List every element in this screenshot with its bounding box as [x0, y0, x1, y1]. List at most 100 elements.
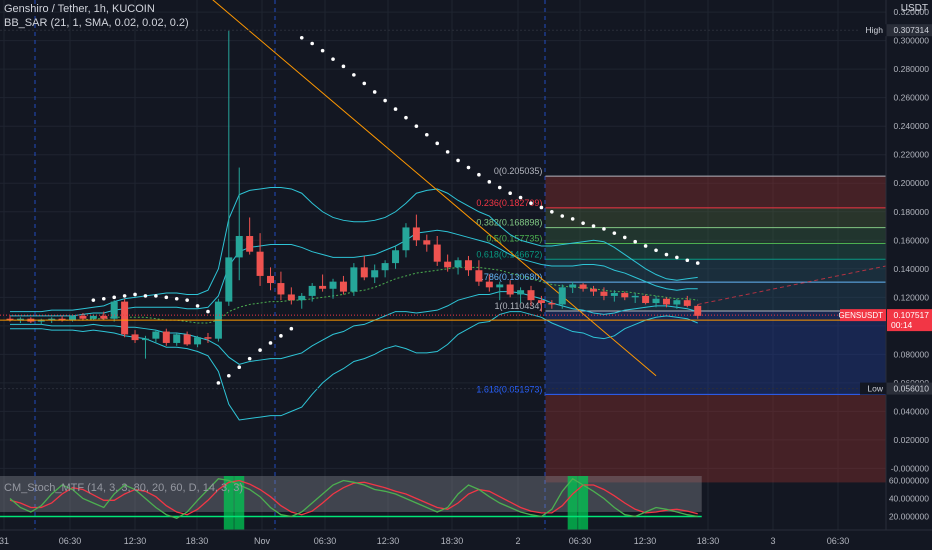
time-tick-label: 2	[515, 536, 520, 546]
candle-body	[402, 227, 410, 251]
low-tag-label-bg	[860, 382, 886, 395]
candle-body	[58, 318, 66, 321]
price-tick-label: 0.180000	[894, 207, 930, 217]
candle-body	[496, 284, 504, 288]
price-tick-label: 0.120000	[894, 292, 930, 302]
sar-dot	[581, 221, 585, 225]
candle-body	[79, 315, 87, 319]
time-tick-label: 18:30	[697, 536, 720, 546]
sar-dot	[477, 172, 481, 177]
fib-level-label: 0.5(0.157735)	[486, 234, 542, 244]
candle-body	[225, 257, 233, 302]
time-axis: 31 06:30 12:30 18:30 Nov 06:30 12:30 18:30 2 06:3…	[0, 529, 932, 546]
high-tag: High 0.307314	[860, 24, 932, 37]
sar-dot	[289, 326, 294, 331]
sar-dot	[560, 214, 565, 218]
time-tick-label: 06:30	[59, 536, 82, 546]
stoch-tick-label: 20.000000	[889, 512, 929, 522]
sar-dot	[643, 244, 648, 248]
sar-dot	[435, 141, 440, 146]
sar-dot	[393, 107, 398, 111]
time-tick-label: 12:30	[634, 536, 657, 546]
sar-dot	[414, 124, 419, 129]
candle-body	[308, 285, 316, 296]
fib-zone	[545, 207, 886, 228]
candle-body	[392, 250, 400, 264]
candle-body	[590, 288, 598, 292]
stoch-k-line	[9, 477, 698, 520]
price-tick-label: 0.020000	[894, 435, 930, 445]
candle-body	[642, 295, 650, 304]
oscillator-legend: CM_Stoch_MTF (14, 3, 3, 80, 20, 60, D, 1…	[4, 482, 244, 494]
parabolic-sar	[91, 35, 700, 385]
candle-body	[506, 284, 514, 295]
candle-body	[287, 294, 295, 301]
candle-body	[517, 290, 525, 295]
candle-body	[673, 300, 681, 305]
candle-body	[694, 305, 702, 316]
fib-level-label: 0.786(0.130680)	[476, 272, 542, 282]
chart-title: Genshiro / Tether, 1h, KUCOIN	[4, 3, 155, 15]
time-tick-label: 12:30	[377, 536, 400, 546]
sar-dot	[268, 341, 273, 345]
candle-body	[48, 318, 56, 321]
candle-body	[162, 331, 170, 343]
sar-dot	[675, 255, 679, 260]
fib-zone	[545, 259, 886, 283]
sar-dot	[174, 296, 179, 301]
candle-body	[350, 267, 358, 292]
candle-body	[454, 260, 462, 268]
time-tick-label: 18:30	[441, 536, 464, 546]
candle-body	[319, 285, 327, 289]
candle-body	[569, 284, 577, 288]
candle-body	[235, 236, 243, 258]
candle-body	[173, 334, 181, 343]
low-tag-label: Low	[867, 384, 883, 394]
fibonacci-retracement: 0(0.205035) 0.236(0.182709) 0.382(0.168898…	[476, 166, 886, 483]
sar-dot	[383, 98, 387, 103]
time-tick-label: 06:30	[827, 536, 850, 546]
symbol-tag: GENSUSDT	[839, 311, 884, 320]
time-tick-label: 31	[0, 536, 9, 546]
candle-body	[537, 300, 545, 304]
sar-dot	[247, 356, 252, 361]
candle-body	[683, 300, 691, 306]
candle-body	[662, 298, 670, 305]
sar-dot	[372, 90, 377, 94]
candle-body	[339, 281, 347, 292]
price-tick-label: -0.000000	[891, 463, 930, 473]
sar-dot	[227, 373, 231, 378]
candle-body	[110, 301, 118, 319]
price-tick-label: 0.200000	[894, 178, 930, 188]
sar-dot	[685, 258, 690, 263]
sar-dot	[654, 248, 658, 253]
sar-dot	[591, 224, 596, 228]
candle-body	[631, 295, 639, 298]
price-tick-label: 0.320000	[894, 7, 930, 17]
candle-body	[121, 301, 129, 335]
price-tick-label: 0.140000	[894, 264, 930, 274]
candle-body	[475, 270, 483, 282]
sar-dot	[518, 195, 523, 200]
fib-zone	[545, 243, 886, 260]
sar-dot	[91, 298, 96, 302]
fib-level-label: 1(0.110434)	[495, 301, 543, 311]
stoch-highlight	[578, 476, 589, 530]
trendline	[212, 0, 657, 377]
sar-dot	[695, 261, 700, 265]
candle-body	[204, 337, 212, 339]
sar-dot	[122, 294, 127, 298]
candle-body	[423, 240, 431, 245]
sar-dot	[529, 201, 533, 206]
sar-dot	[112, 295, 116, 300]
fib-level-label: 0.382(0.168898)	[476, 218, 542, 228]
candle-body	[548, 303, 556, 305]
sar-dot	[456, 158, 460, 163]
candles	[6, 30, 702, 359]
price-tick-label: 0.080000	[894, 349, 930, 359]
candle-body	[131, 334, 139, 341]
stoch-panel	[0, 476, 702, 530]
